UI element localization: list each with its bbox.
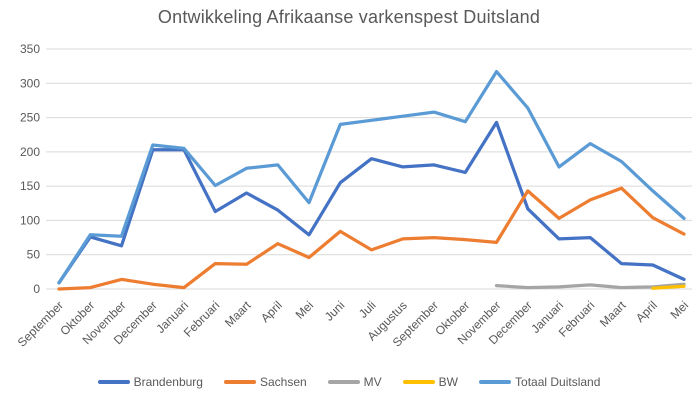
legend-line-marker-icon xyxy=(327,380,360,384)
legend-line-marker-icon xyxy=(97,380,130,384)
y-tick-label: 200 xyxy=(20,145,40,159)
x-tick-label: Mei xyxy=(293,298,317,322)
x-tick-label: Mei xyxy=(668,298,692,322)
x-tick-label: April xyxy=(633,298,660,325)
y-tick-label: 250 xyxy=(20,111,40,125)
x-tick-label: April xyxy=(258,298,285,325)
legend-label: MV xyxy=(363,375,382,389)
x-tick-label: September xyxy=(15,298,66,349)
legend-item-sachsen[interactable]: Sachsen xyxy=(223,375,307,389)
series-line-brandenburg[interactable] xyxy=(57,120,686,285)
legend-label: Sachsen xyxy=(259,375,307,389)
x-tick-label: Maart xyxy=(597,298,629,330)
legend-label: BW xyxy=(438,375,459,389)
legend-line-marker-icon xyxy=(402,380,435,384)
legend-item-brandenburg[interactable]: Brandenburg xyxy=(97,375,203,389)
legend: Brandenburg Sachsen MV BW Totaal Duitsland xyxy=(0,375,698,389)
legend-line-marker-icon xyxy=(479,380,512,384)
y-tick-label: 0 xyxy=(33,282,40,296)
x-tick-label: Maart xyxy=(222,298,254,330)
series-line-bw[interactable] xyxy=(651,284,686,290)
y-tick-label: 100 xyxy=(20,213,40,227)
legend-label: Brandenburg xyxy=(133,375,203,389)
series-line-totaal-duitsland[interactable] xyxy=(57,69,686,285)
legend-item-mv[interactable]: MV xyxy=(327,375,382,389)
y-tick-label: 50 xyxy=(27,248,41,262)
x-tick-label: Juli xyxy=(356,298,379,321)
legend-item-bw[interactable]: BW xyxy=(402,375,459,389)
legend-label: Totaal Duitsland xyxy=(515,375,601,389)
legend-item-totaal-duitsland[interactable]: Totaal Duitsland xyxy=(479,375,600,389)
y-tick-label: 300 xyxy=(20,76,40,90)
x-tick-label: Juni xyxy=(322,298,347,323)
legend-line-marker-icon xyxy=(223,380,256,384)
series-line-sachsen[interactable] xyxy=(57,186,686,291)
y-tick-label: 350 xyxy=(20,42,40,56)
y-tick-label: 150 xyxy=(20,179,40,193)
chart-title: Ontwikkeling Afrikaanse varkenspest Duit… xyxy=(157,7,541,27)
